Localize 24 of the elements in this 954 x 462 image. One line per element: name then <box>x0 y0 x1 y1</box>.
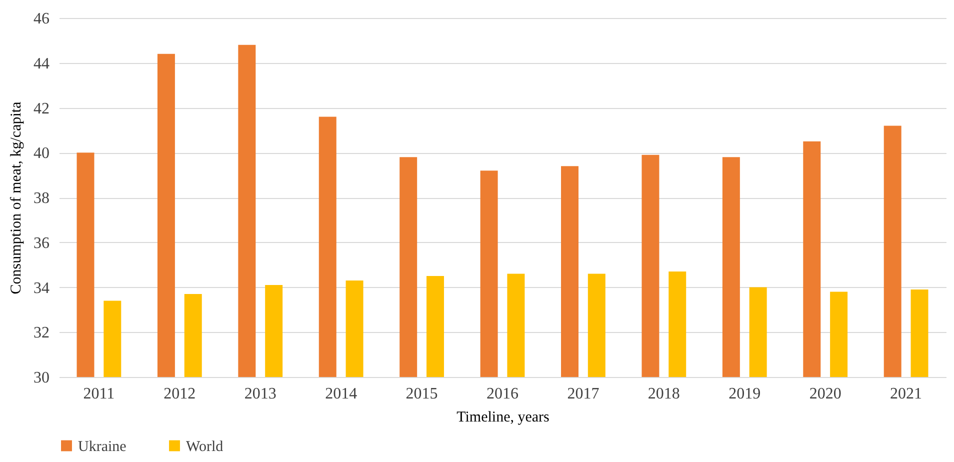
y-tick-label: 34 <box>34 280 50 297</box>
x-axis-title: Timeline, years <box>456 410 550 426</box>
y-tick-label: 40 <box>34 145 50 162</box>
x-tick-label: 2012 <box>164 386 196 402</box>
x-tick-label: 2013 <box>244 386 276 402</box>
y-tick-label: 30 <box>34 370 50 386</box>
x-tick-label: 2019 <box>728 386 761 402</box>
x-tick-label: 2020 <box>809 386 842 402</box>
legend-label: World <box>186 438 224 455</box>
y-tick-label: 38 <box>34 190 50 207</box>
x-tick-label: 2016 <box>486 386 518 402</box>
y-tick-label: 36 <box>34 234 50 252</box>
y-tick-label: 42 <box>34 100 50 118</box>
y-tick-label: 32 <box>34 324 50 342</box>
x-tick-label: 2015 <box>406 386 438 402</box>
x-tick-label: 2018 <box>648 386 680 402</box>
legend-label: Ukraine <box>78 438 127 455</box>
y-tick-label: 46 <box>34 10 50 28</box>
x-tick-label: 2014 <box>325 386 358 402</box>
x-tick-label: 2021 <box>890 386 922 402</box>
x-tick-label: 2017 <box>567 386 600 402</box>
y-tick-label: 44 <box>34 55 50 72</box>
x-tick-label: 2011 <box>83 386 115 402</box>
y-axis-title: Consumption of meat, kg/capita <box>8 101 24 294</box>
